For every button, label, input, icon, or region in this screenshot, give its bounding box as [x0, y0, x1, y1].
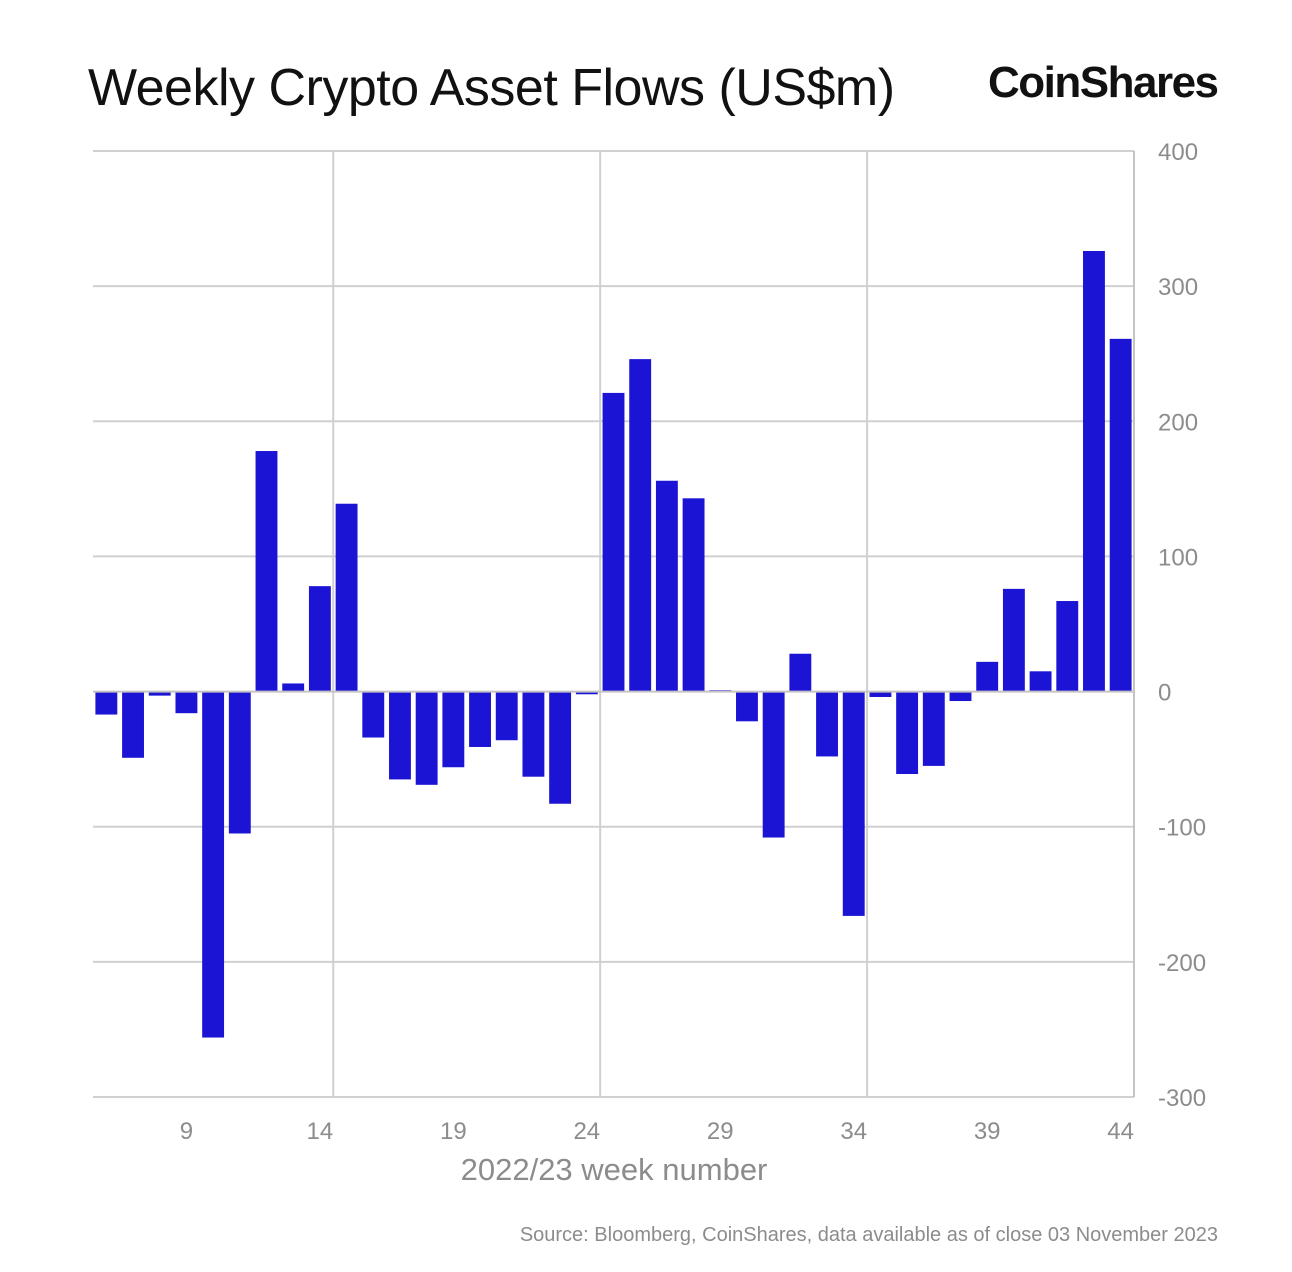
x-tick-label: 44 — [1107, 1118, 1134, 1145]
bar — [736, 691, 758, 722]
x-tick-label: 34 — [840, 1118, 867, 1145]
bar — [1056, 601, 1079, 692]
bar — [389, 691, 411, 780]
bar — [255, 451, 278, 692]
bar — [228, 691, 251, 834]
bar — [1083, 251, 1105, 692]
bar — [282, 683, 305, 692]
brand-logo: CoinShares — [988, 58, 1219, 107]
bar — [922, 691, 945, 766]
bar — [362, 691, 385, 738]
y-tick-label: 400 — [1158, 139, 1198, 166]
x-tick-label: 14 — [307, 1118, 334, 1145]
bar — [762, 691, 785, 838]
x-tick-label: 39 — [974, 1118, 1001, 1145]
y-tick-label: -300 — [1158, 1085, 1206, 1112]
bar — [95, 691, 118, 715]
bar — [549, 691, 572, 804]
bar — [789, 653, 812, 692]
bar — [1109, 338, 1132, 692]
bar — [469, 691, 491, 747]
bar — [308, 586, 331, 692]
bar — [522, 691, 545, 777]
y-tick-label: 0 — [1158, 680, 1171, 707]
bar — [896, 691, 919, 775]
bar — [1029, 671, 1052, 692]
bar — [122, 691, 144, 758]
bar — [442, 691, 465, 768]
x-tick-label: 9 — [180, 1118, 193, 1145]
bar — [816, 691, 838, 757]
bar — [842, 691, 865, 916]
bar — [655, 480, 678, 692]
bar — [175, 691, 198, 714]
bar — [415, 691, 438, 785]
ticks-layer: 400 300 200 100 0 -100 -200 -300 9 14 19 24 29 34 39 44 — [180, 139, 1206, 1145]
y-tick-label: -200 — [1158, 950, 1206, 977]
bar — [148, 691, 171, 696]
bar — [602, 392, 625, 692]
source-note: Source: Bloomberg, CoinShares, data avai… — [519, 1224, 1218, 1246]
bar — [949, 691, 972, 702]
bar — [202, 691, 225, 1038]
x-tick-label: 19 — [440, 1118, 467, 1145]
bar — [869, 691, 892, 697]
y-tick-label: -100 — [1158, 815, 1206, 842]
bar — [495, 691, 518, 741]
bar — [629, 359, 652, 692]
x-axis-label: 2022/23 week number — [460, 1152, 768, 1187]
y-tick-label: 200 — [1158, 409, 1198, 436]
bars-layer — [95, 251, 1132, 1038]
bar — [682, 498, 705, 692]
chart-title: Weekly Crypto Asset Flows (US$m) — [88, 59, 895, 117]
y-tick-label: 300 — [1158, 274, 1198, 301]
x-tick-label: 29 — [707, 1118, 734, 1145]
bar — [335, 503, 358, 692]
bar — [575, 691, 598, 695]
bar — [1002, 588, 1025, 692]
x-tick-label: 24 — [573, 1118, 600, 1145]
y-tick-label: 100 — [1158, 544, 1198, 571]
bar — [976, 661, 999, 692]
axis-layer — [93, 151, 1135, 1097]
